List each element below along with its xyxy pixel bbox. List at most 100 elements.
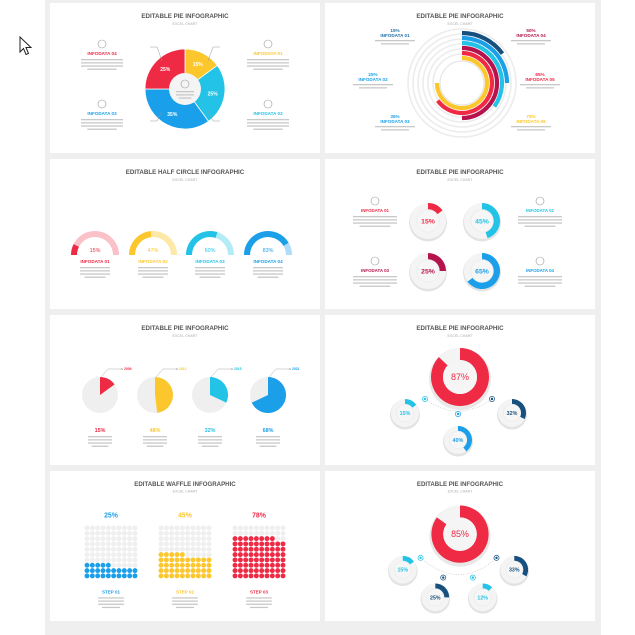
waffle-cell [132,536,138,542]
body-text-line [247,65,289,67]
waffle-cell [190,541,196,547]
pie-slice [100,377,115,395]
waffle-cell [179,525,185,531]
slide-thumbnail-8[interactable]: EDITABLE PIE INFOGRAPHIC EXCEL CHART 85% 15… [325,471,595,621]
waffle-cell [253,568,259,574]
envelope-icon [97,99,107,109]
value-label: 65% [535,72,544,77]
body-text-line [98,603,124,605]
waffle-cell [95,552,101,558]
waffle-cell [116,568,122,574]
waffle-cell [253,525,259,531]
waffle-cell [275,530,281,536]
envelope-icon [370,256,380,266]
waffle-cell [121,568,127,574]
waffle-cell [264,546,270,552]
body-text-line [518,282,562,284]
body-text-line [195,270,225,272]
body-text-line [518,276,562,278]
waffle-cell [253,562,259,568]
waffle-cell [185,573,191,579]
waffle-cell [158,562,164,568]
waffle-cell [248,568,254,574]
node-marker-icon [489,396,495,402]
waffle-cell [111,530,117,536]
infodata-label: INFODATA 04 [87,51,117,56]
waffle-cell [89,530,95,536]
value-label: 83% [263,248,274,254]
waffle-cell [232,546,238,552]
waffle-cell [248,552,254,558]
node-marker-dot [490,397,494,401]
waffle-cell [206,525,212,531]
waffle-cell [248,536,254,542]
waffle-cell [169,562,175,568]
waffle-cell [111,546,117,552]
waffle-cell [111,562,117,568]
waffle-cell [127,546,133,552]
body-text-line [247,62,289,64]
waffle-cell [89,541,95,547]
waffle-cell [111,525,117,531]
body-text-line [256,439,280,441]
segment-value-label: 25% [208,91,219,97]
waffle-cell [105,557,111,563]
waffle-cell [158,557,164,563]
year-label: 2021 [292,367,300,371]
waffle-cell [280,530,286,536]
body-text-line [81,62,123,64]
waffle-cell [100,568,106,574]
waffle-cell [132,546,138,552]
donut-value-label: 15% [400,411,411,417]
infodata-label: INFODATA 02 [253,111,283,116]
slide-thumbnail-3[interactable]: EDITABLE HALF CIRCLE INFOGRAPHIC EXCEL CH… [50,159,320,309]
body-text-line [359,87,387,89]
body-text-line [178,97,192,99]
waffle-cell [195,557,201,563]
waffle-cell [95,546,101,552]
waffle-cell [253,557,259,563]
body-text-line [253,267,283,269]
waffle-cell [84,546,90,552]
radial-bar [461,40,505,108]
body-text-line [518,279,562,281]
callout-dot [176,368,178,370]
waffle-cell [264,573,270,579]
slide-thumbnail-4[interactable]: EDITABLE PIE INFOGRAPHIC EXCEL CHART 15% IN… [325,159,595,309]
body-text-line [526,87,554,89]
waffle-cell [127,530,133,536]
waffle-cell [248,562,254,568]
waffle-cell [243,541,249,547]
waffle-cell [169,541,175,547]
year-label: 2009 [124,367,132,371]
waffle-cell [111,541,117,547]
waffle-cell [280,562,286,568]
waffle-cell [275,562,281,568]
slide-thumbnail-5[interactable]: EDITABLE PIE INFOGRAPHIC EXCEL CHART 2009 1… [50,315,320,465]
body-text-line [195,267,225,269]
waffle-cell [237,536,243,542]
lightbulb-icon [180,79,190,89]
waffle-cell [190,536,196,542]
value-label: 25% [104,512,118,519]
waffle-cell [237,525,243,531]
waffle-cell [174,546,180,552]
slide-thumbnail-1[interactable]: EDITABLE PIE INFOGRAPHIC EXCEL CHART 15% 25… [50,3,320,153]
callout-dot [121,368,123,370]
waffle-cell [269,562,275,568]
waffle-cell [259,536,265,542]
body-text-line [176,94,194,96]
body-text-line [359,285,391,287]
waffle-cell [243,557,249,563]
waffle-cell [132,525,138,531]
waffle-cell [190,557,196,563]
waffle-cell [169,536,175,542]
slide-thumbnail-2[interactable]: EDITABLE PIE INFOGRAPHIC EXCEL CHART 15% IN… [325,3,595,153]
waffle-cell [237,546,243,552]
slide-thumbnail-7[interactable]: EDITABLE WAFFLE INFOGRAPHIC EXCEL CHART 25… [50,471,320,621]
waffle-cell [195,525,201,531]
value-label: 15% [90,248,101,254]
node-marker-icon [455,411,461,417]
slide-thumbnail-6[interactable]: EDITABLE PIE INFOGRAPHIC EXCEL CHART 87% 15… [325,315,595,465]
